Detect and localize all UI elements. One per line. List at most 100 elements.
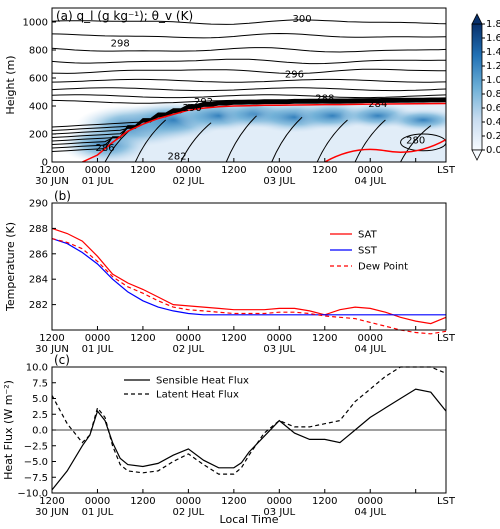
- x-tick-label: 1200: [312, 333, 337, 344]
- colorbar-tick-label: 0.4: [486, 117, 500, 128]
- x-tick-label: 04 JUL: [354, 176, 386, 187]
- colorbar-tick-label: 1.2: [486, 61, 500, 72]
- x-tick-label: 04 JUL: [354, 507, 386, 518]
- x-tick-label: 1200: [39, 333, 64, 344]
- panel-title: (a) q_l (g kg⁻¹); θ_v (K): [56, 9, 193, 23]
- x-tick-label: 0000: [358, 333, 383, 344]
- x-tick-label: 01 JUL: [82, 344, 114, 355]
- x-tick-label: 1200: [130, 496, 155, 507]
- x-axis-label: Local Time: [220, 513, 279, 526]
- y-tick-label: −7.5: [24, 473, 48, 484]
- legend-label: Dew Point: [358, 262, 408, 273]
- theta-v-contour: [52, 34, 446, 38]
- y-tick-label: 288: [29, 224, 48, 235]
- x-tick-label: 03 JUL: [263, 344, 295, 355]
- colorbar: [472, 24, 482, 150]
- x-tick-label: 1200: [312, 496, 337, 507]
- colorbar-tick-label: 0.2: [486, 131, 500, 142]
- y-tick-label: −2.5: [24, 441, 48, 452]
- y-tick-label: 200: [29, 130, 48, 141]
- x-tick-label: 1200: [221, 165, 246, 176]
- y-tick-label: 10.0: [26, 363, 48, 374]
- x-tick-label: 0000: [176, 496, 201, 507]
- x-tick-label: 1200: [312, 165, 337, 176]
- panel-c: −10.0−7.5−5.0−2.50.02.55.07.510.0120030 …: [2, 353, 456, 526]
- contour-label: 300: [292, 14, 311, 25]
- x-tick-label: 0000: [176, 165, 201, 176]
- x-tick-label: 02 JUL: [173, 344, 205, 355]
- contour-label: 286: [95, 143, 114, 154]
- y-tick-label: 5.0: [32, 394, 48, 405]
- y-tick-label: 7.5: [32, 378, 48, 389]
- x-tick-label: 02 JUL: [173, 507, 205, 518]
- x-tick-label: 1200: [130, 165, 155, 176]
- x-tick-label: 0000: [267, 496, 292, 507]
- colorbar-tick-label: 0.0: [486, 145, 500, 156]
- panel-title: (b): [54, 189, 71, 203]
- x-tick-label: 0000: [85, 496, 110, 507]
- x-tick-label: 01 JUL: [82, 176, 114, 187]
- x-tick-label: 0000: [358, 496, 383, 507]
- colorbar-tick-label: 0.8: [486, 89, 500, 100]
- x-tick-label: 0000: [85, 333, 110, 344]
- y-tick-label: 290: [29, 199, 48, 210]
- theta-v-contour: [52, 95, 446, 98]
- panel-title: (c): [54, 353, 70, 367]
- series-line-sst: [52, 239, 446, 315]
- x-tick-label: 0000: [267, 333, 292, 344]
- colorbar-extend-top: [472, 14, 482, 24]
- y-tick-label: 600: [29, 74, 48, 85]
- series-line-latent-heat-flux: [52, 367, 446, 474]
- theta-v-contour: [52, 69, 446, 73]
- x-tick-label: 30 JUN: [35, 507, 69, 518]
- cloud-water-blob: [385, 109, 461, 131]
- x-tick-label: 0000: [176, 333, 201, 344]
- x-tick-label: 30 JUN: [35, 176, 69, 187]
- y-tick-label: 1000: [23, 18, 48, 29]
- legend-label: Sensible Heat Flux: [156, 376, 249, 387]
- contour-label: 284: [368, 99, 387, 110]
- x-tick-label: 03 JUL: [263, 176, 295, 187]
- legend-label: Latent Heat Flux: [156, 390, 239, 401]
- x-tick-label: LST: [437, 496, 456, 507]
- contour-label: 280: [406, 135, 425, 146]
- contour-label: 290: [183, 103, 202, 114]
- y-tick-label: 0.0: [32, 426, 48, 437]
- x-tick-label: 1200: [221, 333, 246, 344]
- x-tick-label: 1200: [39, 165, 64, 176]
- y-tick-label: 286: [29, 249, 48, 260]
- y-axis-label: Temperature (K): [4, 222, 17, 312]
- x-tick-label: 0000: [358, 165, 383, 176]
- colorbar-tick-label: 1.6: [486, 33, 500, 44]
- contour-label: 296: [285, 70, 304, 81]
- legend-label: SST: [358, 246, 378, 257]
- colorbar-extend-bottom: [472, 150, 482, 160]
- y-axis-label: Height (m): [4, 55, 17, 114]
- colorbar-tick-label: 1.8: [486, 19, 500, 30]
- colorbar-tick-label: 1.0: [486, 75, 500, 86]
- y-tick-label: −5.0: [24, 457, 48, 468]
- x-tick-label: 1200: [221, 496, 246, 507]
- x-tick-label: 04 JUL: [354, 344, 386, 355]
- y-axis-label: Heat Flux (W m⁻²): [2, 380, 15, 480]
- x-tick-label: 1200: [130, 333, 155, 344]
- theta-v-contour: [52, 88, 446, 91]
- contour-label: 288: [315, 93, 334, 104]
- y-tick-label: 800: [29, 46, 48, 57]
- x-tick-label: 1200: [39, 496, 64, 507]
- x-tick-label: 01 JUL: [82, 507, 114, 518]
- legend-label: SAT: [358, 230, 378, 241]
- contour-label: 298: [111, 39, 130, 50]
- x-tick-label: 0000: [267, 165, 292, 176]
- x-tick-label: LST: [437, 165, 456, 176]
- x-tick-label: LST: [437, 333, 456, 344]
- colorbar-tick-label: 0.6: [486, 103, 500, 114]
- contour-label: 282: [167, 151, 186, 162]
- theta-v-contour: [52, 59, 446, 63]
- theta-v-contour: [52, 79, 446, 82]
- colorbar-tick-label: 1.4: [486, 47, 500, 58]
- y-tick-label: 400: [29, 102, 48, 113]
